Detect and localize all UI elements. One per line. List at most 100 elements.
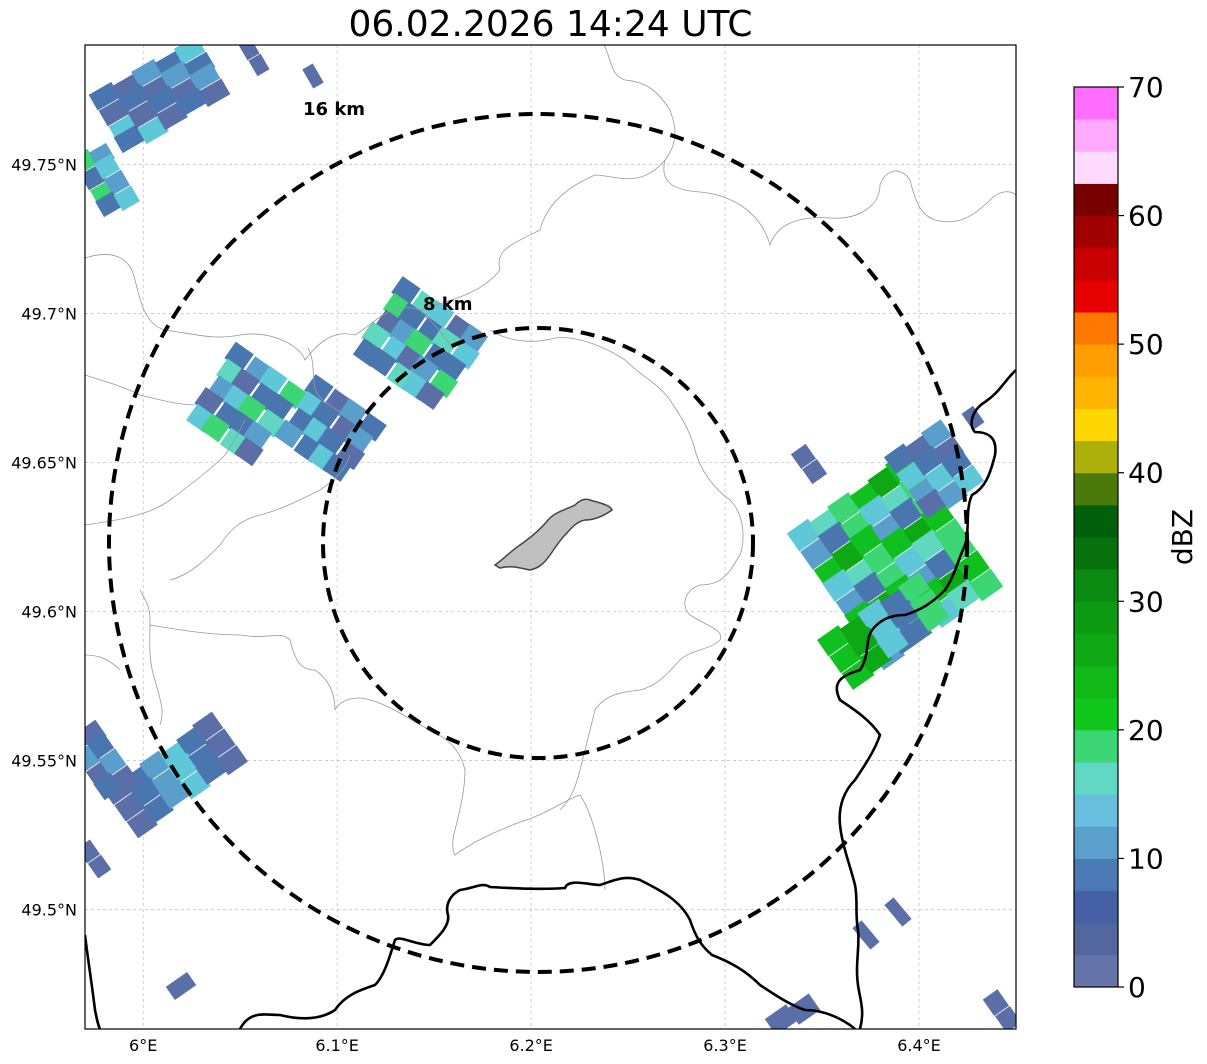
- colorbar-swatch: [1074, 729, 1118, 763]
- radar-echo-cell: [192, 711, 224, 742]
- radar-echo-cell: [883, 443, 916, 474]
- radar-echo-cell: [198, 78, 231, 108]
- lon-tick-label: 6.3°E: [703, 1036, 747, 1055]
- colorbar-swatch: [1074, 408, 1118, 442]
- colorbar-swatch: [1074, 569, 1118, 602]
- radar-echo-cell: [113, 124, 146, 154]
- colorbar-swatch: [1074, 890, 1118, 924]
- colorbar-swatch: [1074, 601, 1118, 634]
- colorbar-tick-label: 40: [1128, 457, 1164, 490]
- radar-echo-cell: [357, 412, 387, 442]
- radar-echo-cell: [98, 748, 127, 777]
- radar-echo-cell: [242, 420, 272, 450]
- radar-echo-cell: [85, 839, 101, 864]
- radar-echo-cell: [248, 53, 270, 77]
- radar-echo-cell: [827, 492, 861, 526]
- radar-echo-cell: [397, 302, 427, 332]
- colorbar-swatch: [1074, 665, 1118, 699]
- range-ring-16km: [107, 112, 969, 974]
- colorbar-swatch: [1074, 697, 1118, 731]
- radar-echo-cell: [238, 45, 260, 61]
- radar-echo-cell: [160, 60, 192, 90]
- commune-borders: [85, 45, 1016, 891]
- radar-echo-cell: [933, 518, 968, 552]
- radar-echo-cell: [264, 391, 294, 421]
- colorbar-swatch: [1074, 762, 1118, 795]
- radar-echo-cell: [173, 45, 206, 65]
- radar-echo-cell: [911, 529, 946, 563]
- range-ring-label-16km: 16 km: [303, 99, 365, 120]
- radar-echo-cell: [897, 572, 931, 604]
- radar-echo-cell: [158, 778, 190, 810]
- radar-echo-cell: [880, 526, 915, 560]
- radar-echo-cell: [915, 488, 948, 519]
- radar-echo-cell: [304, 374, 334, 404]
- colorbar-swatch: [1074, 794, 1118, 827]
- radar-echo-cell: [391, 276, 421, 306]
- colorbar-swatch: [1074, 183, 1118, 217]
- colorbar-frame: [1073, 86, 1119, 988]
- radar-echo-cell: [93, 153, 120, 180]
- colorbar-swatch: [1074, 858, 1118, 892]
- colorbar-swatch: [1074, 440, 1118, 474]
- colorbar-swatch: [1074, 215, 1118, 249]
- colorbar-tick-label: 0: [1128, 971, 1146, 1004]
- radar-echo-cell: [849, 523, 883, 557]
- radar-echo-cell: [117, 83, 149, 113]
- radar-echo-cell: [912, 445, 944, 476]
- colorbar-tick-label: 10: [1128, 842, 1164, 875]
- latitude-tick-labels: 49.75°N 49.7°N 49.65°N 49.6°N 49.55°N 49.5°N: [11, 155, 77, 919]
- radar-echo-cell: [889, 497, 924, 531]
- colorbar-swatch: [1074, 344, 1118, 377]
- radar-echo-cell: [87, 854, 112, 879]
- lon-tick-label: 6.4°E: [897, 1036, 941, 1055]
- radar-echo-cell: [876, 627, 910, 659]
- colorbar-tick-label: 70: [1128, 71, 1164, 104]
- radar-echo-cell: [258, 365, 288, 395]
- radar-echo-cell: [194, 387, 224, 417]
- radar-echo-cell: [409, 354, 439, 384]
- radar-echo-cell: [188, 62, 221, 92]
- lat-tick-label: 49.65°N: [11, 453, 77, 472]
- radar-echo-cell: [857, 598, 891, 630]
- radar-echo-cell: [183, 51, 216, 81]
- radar-echo-cell: [802, 459, 828, 485]
- radar-echo-cell: [234, 437, 264, 467]
- city-polygon: [493, 498, 613, 571]
- colorbar-swatch: [1074, 247, 1118, 281]
- radar-echo-cell: [995, 1006, 1016, 1029]
- radar-echo-cell: [113, 185, 140, 212]
- colorbar-swatch: [1074, 954, 1118, 988]
- colorbar: [1074, 87, 1118, 988]
- colorbar-swatch: [1074, 826, 1118, 859]
- radar-echo-cell: [302, 63, 324, 89]
- radar-echo-cell: [216, 745, 248, 776]
- colorbar-tick-label: 20: [1128, 714, 1164, 747]
- radar-echo-cell: [428, 369, 459, 399]
- map-frame: [84, 44, 1017, 1030]
- map-area[interactable]: 8 km 16 km: [61, 36, 1021, 1036]
- radar-echo-cell: [88, 81, 121, 111]
- radar-echo-cell: [236, 394, 266, 424]
- lat-tick-label: 49.55°N: [11, 752, 77, 771]
- radar-echo-cell: [846, 626, 880, 658]
- lat-tick-label: 49.5°N: [21, 901, 77, 920]
- radar-echo-cell: [230, 368, 260, 398]
- radar-echo-cell: [343, 424, 374, 454]
- radar-echoes: [85, 45, 1016, 1029]
- radar-echo-cell: [917, 600, 951, 632]
- colorbar-tick-labels: 0 10 20 30 40 50 60 70: [1118, 71, 1164, 1004]
- radar-echo-cell: [361, 321, 391, 351]
- radar-echo-cell: [940, 447, 972, 478]
- radar-echo-cell: [853, 571, 888, 605]
- colorbar-tick-label: 60: [1128, 200, 1164, 233]
- radar-echo-cell: [310, 400, 340, 430]
- lon-tick-label: 6.1°E: [315, 1036, 359, 1055]
- radar-echo-cell: [146, 85, 178, 115]
- radar-echo-cell: [933, 435, 965, 467]
- radar-echo-cell: [920, 419, 953, 450]
- radar-echo-cell: [822, 568, 857, 602]
- radar-echo-cell: [920, 499, 955, 533]
- radar-echo-cell: [200, 413, 230, 443]
